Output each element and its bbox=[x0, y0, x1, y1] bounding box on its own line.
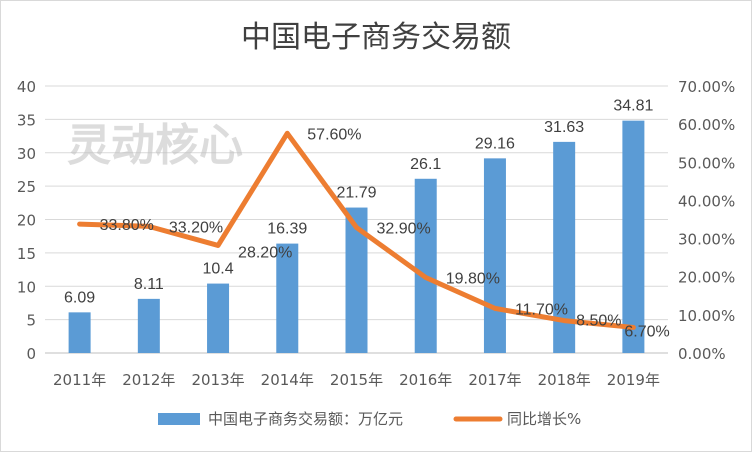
y-left-tick-label: 5 bbox=[26, 312, 36, 330]
line-data-label: 28.20% bbox=[238, 244, 292, 261]
bar bbox=[345, 207, 368, 353]
x-tick-label: 2016年 bbox=[399, 371, 452, 389]
x-tick-label: 2013年 bbox=[191, 371, 244, 389]
y-left-tick-label: 10 bbox=[17, 278, 36, 296]
x-tick-label: 2018年 bbox=[538, 371, 591, 389]
watermark: 灵动核心 bbox=[67, 120, 243, 171]
y-right-tick-label: 10.00% bbox=[678, 307, 735, 325]
bar-data-label: 16.39 bbox=[267, 221, 307, 238]
line-data-label: 19.80% bbox=[446, 270, 500, 287]
bar bbox=[137, 298, 160, 353]
line-point bbox=[425, 276, 427, 278]
bar-data-label: 21.79 bbox=[336, 185, 376, 202]
y-left-tick-label: 20 bbox=[17, 212, 36, 230]
x-tick-label: 2015年 bbox=[330, 371, 383, 389]
bar-data-label: 34.81 bbox=[613, 98, 653, 115]
line-point bbox=[356, 227, 357, 229]
y-left-tick-label: 0 bbox=[26, 345, 36, 363]
x-tick-label: 2012年 bbox=[122, 371, 175, 389]
line-data-label: 33.80% bbox=[100, 217, 154, 234]
line-point bbox=[563, 320, 565, 322]
line-data-label: 11.70% bbox=[515, 301, 568, 318]
line-point bbox=[79, 223, 81, 225]
bar-data-label: 8.11 bbox=[134, 276, 164, 293]
bar-data-label: 26.1 bbox=[410, 156, 441, 173]
bar-data-label: 10.4 bbox=[202, 261, 233, 278]
y-right-tick-label: 50.00% bbox=[678, 154, 735, 172]
bar bbox=[68, 312, 91, 353]
line-data-label: 32.90% bbox=[377, 221, 431, 238]
y-left-tick-label: 35 bbox=[17, 111, 36, 129]
y-left-tick-label: 25 bbox=[17, 178, 36, 196]
line-data-label: 57.60% bbox=[307, 126, 361, 143]
bar-data-label: 6.09 bbox=[64, 289, 95, 306]
x-tick-label: 2017年 bbox=[468, 371, 521, 389]
y-right-tick-label: 40.00% bbox=[678, 192, 735, 210]
bar bbox=[622, 120, 645, 353]
legend-line-label: 同比增长% bbox=[507, 410, 581, 428]
y-left-tick-label: 15 bbox=[17, 245, 36, 263]
line-point bbox=[217, 244, 219, 246]
y-right-tick-label: 30.00% bbox=[678, 231, 735, 249]
bar bbox=[414, 178, 437, 353]
line-point bbox=[286, 132, 288, 134]
bar-data-label: 31.63 bbox=[544, 119, 584, 136]
legend-bar-swatch bbox=[158, 413, 200, 425]
y-right-tick-label: 20.00% bbox=[678, 269, 735, 287]
x-tick-label: 2014年 bbox=[261, 371, 314, 389]
y-right-tick-label: 0.00% bbox=[678, 345, 726, 363]
line-data-label: 33.20% bbox=[169, 219, 223, 236]
y-left-tick-label: 30 bbox=[17, 145, 36, 163]
bar bbox=[276, 243, 299, 353]
bar bbox=[483, 158, 506, 353]
line-point bbox=[494, 307, 496, 309]
y-right-tick-label: 70.00% bbox=[678, 78, 735, 96]
y-left-tick-label: 40 bbox=[17, 78, 36, 96]
y-right-tick-label: 60.00% bbox=[678, 116, 735, 134]
bar-data-label: 29.16 bbox=[475, 135, 515, 152]
line-point bbox=[632, 326, 634, 328]
chart-title: 中国电子商务交易额 bbox=[241, 20, 511, 55]
bar bbox=[553, 141, 576, 353]
line-data-label: 6.70% bbox=[624, 323, 669, 340]
x-tick-label: 2019年 bbox=[607, 371, 660, 389]
bar bbox=[207, 283, 230, 353]
line-data-label: 8.50% bbox=[576, 313, 621, 330]
x-tick-label: 2011年 bbox=[53, 371, 106, 389]
line-point bbox=[148, 225, 150, 227]
legend-bar-label: 中国电子商务交易额：万亿元 bbox=[208, 410, 403, 428]
